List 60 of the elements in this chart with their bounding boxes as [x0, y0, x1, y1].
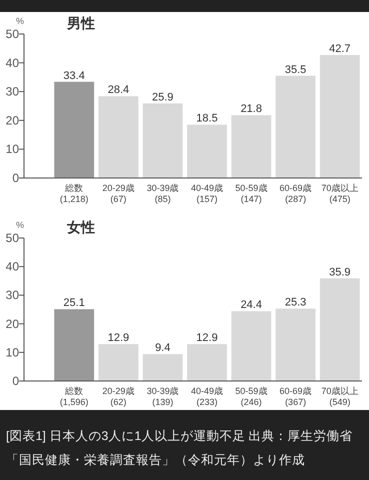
- data-label: 42.7: [329, 43, 351, 56]
- x-tick-label: 70歳以上 (475): [321, 183, 358, 204]
- data-label: 25.3: [284, 296, 306, 309]
- y-tick-label: 10: [6, 142, 20, 156]
- bar: [276, 76, 316, 178]
- bar: [98, 344, 138, 381]
- y-tick-label: 0: [12, 374, 20, 388]
- bar: [142, 354, 183, 381]
- data-label: 21.8: [240, 103, 262, 116]
- bar: [54, 309, 94, 381]
- data-label: 25.1: [63, 297, 85, 310]
- y-tick-label: 20: [6, 316, 20, 331]
- x-tick-label: 50-59歳 (147): [235, 183, 268, 204]
- text: 「国民健康・栄養調査報告」（令和元年）より作成: [6, 453, 305, 467]
- data-label: 18.5: [196, 112, 218, 125]
- x-tick-label: 30-39歳 (85): [146, 183, 179, 204]
- x-tick-label: 70歳以上 (549): [321, 386, 358, 407]
- x-tick-label: 20-29歳 (62): [102, 386, 134, 407]
- x-tick-label: 60-69歳 (287): [280, 183, 312, 204]
- x-tick-label: 60-69歳 (367): [280, 386, 312, 407]
- y-tick-label: 20: [6, 113, 20, 128]
- data-label: 33.4: [63, 70, 85, 82]
- bar: [231, 115, 272, 178]
- bar: [276, 308, 316, 381]
- bar: [98, 96, 138, 178]
- x-tick-label: 30-39歳 (139): [146, 386, 179, 407]
- chart-title: 男性: [66, 15, 95, 31]
- y-axis-title: %: [16, 16, 24, 26]
- data-label: 24.4: [240, 299, 262, 312]
- bar: [187, 344, 227, 381]
- y-tick-label: 0: [12, 171, 20, 185]
- bar: [54, 82, 94, 178]
- bar: [231, 311, 272, 381]
- data-label: 28.4: [108, 84, 130, 96]
- data-label: 9.4: [155, 342, 170, 354]
- x-tick-label: 40-49歳 (157): [190, 183, 224, 204]
- text: [図表1] 日本人の3人に1人以上が運動不足 出典：厚生労働省: [6, 429, 353, 443]
- y-tick-label: 50: [6, 231, 20, 245]
- x-tick-label: 総数 (1,596): [60, 386, 88, 407]
- data-label: 35.5: [284, 64, 306, 76]
- y-tick-label: 50: [6, 27, 20, 41]
- x-tick-label: 20-29歳 (67): [102, 183, 134, 204]
- y-tick-label: 10: [6, 345, 20, 360]
- bar: [187, 124, 227, 178]
- y-tick-label: 30: [6, 288, 20, 302]
- y-tick-label: 40: [6, 260, 20, 274]
- data-label: 35.9: [329, 266, 351, 278]
- x-tick-label: 50-59歳 (246): [235, 386, 268, 407]
- y-tick-label: 40: [6, 56, 20, 70]
- data-label: 12.9: [196, 332, 218, 344]
- x-tick-label: 総数 (1,218): [60, 183, 88, 204]
- bar: [320, 55, 360, 178]
- bar: [320, 278, 360, 381]
- chart-title: 女性: [66, 219, 95, 235]
- data-label: 12.9: [108, 332, 130, 344]
- data-label: 25.9: [152, 91, 174, 104]
- y-axis-title: %: [16, 220, 24, 230]
- y-tick-label: 30: [6, 84, 20, 99]
- bar: [142, 103, 183, 178]
- x-tick-label: 40-49歳 (233): [190, 386, 224, 407]
